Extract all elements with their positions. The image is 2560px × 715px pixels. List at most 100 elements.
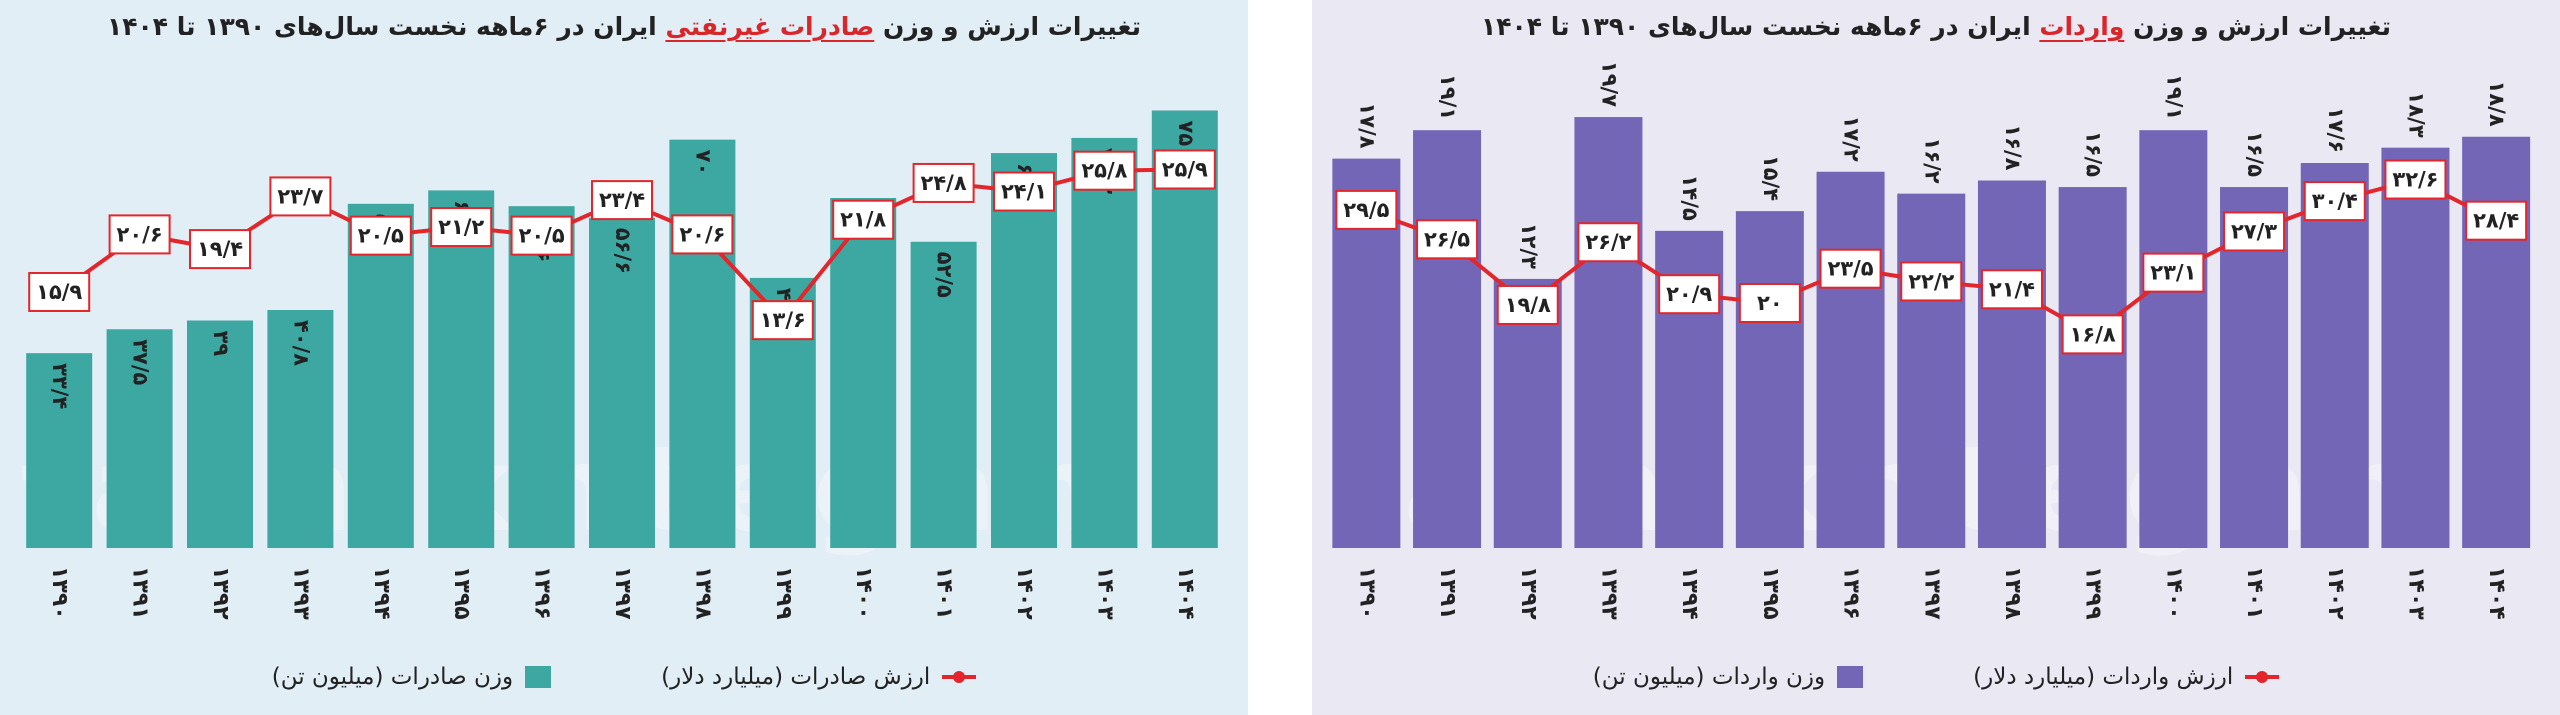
title-prefix: تغییرات ارزش و وزن — [883, 12, 1141, 41]
x-tick-label-7: ۱۳۹۷ — [1919, 566, 1944, 620]
bar-value-label-11: ۵۲/۵ — [933, 252, 957, 298]
line-value-label-0: ۲۹/۵ — [1343, 198, 1389, 222]
line-value-label-13: ۳۲/۶ — [2392, 168, 2438, 192]
bar-10 — [830, 198, 897, 548]
line-value-label-2: ۱۹/۴ — [197, 237, 243, 261]
line-value-label-13: ۲۵/۸ — [1081, 159, 1127, 183]
line-value-label-1: ۲۶/۵ — [1424, 227, 1470, 251]
bar-1 — [106, 329, 173, 548]
line-value-label-3: ۲۳/۷ — [277, 184, 323, 208]
line-value-label-0: ۱۵/۹ — [36, 280, 82, 304]
bar-value-label-1: ۳۷/۵ — [129, 339, 153, 385]
bar-value-label-2: ۳۹ — [209, 331, 233, 357]
x-tick-label-11: ۱۴۰۱ — [2242, 566, 2267, 620]
legend-line-label: ارزش واردات (میلیارد دلار) — [1973, 664, 2234, 690]
imports-chart-panel: تغییرات ارزش و وزن واردات ایران در ۶ماهه… — [1312, 0, 2560, 715]
x-tick-label-3: ۱۳۹۳ — [1596, 566, 1621, 620]
bar-5 — [1735, 211, 1804, 548]
x-tick-label-7: ۱۳۹۷ — [610, 566, 635, 620]
line-value-box-1 — [108, 214, 171, 255]
bar-12 — [2300, 163, 2369, 548]
line-value-label-4: ۲۰/۵ — [358, 224, 404, 248]
line-value-box-10 — [2142, 252, 2205, 293]
x-tick-label-2: ۱۳۹۲ — [1516, 566, 1541, 620]
line-value-box-12 — [2303, 181, 2366, 222]
x-tick-label-5: ۱۳۹۵ — [1758, 566, 1783, 620]
x-tick-label-14: ۱۴۰۴ — [1173, 566, 1198, 620]
legend-item-bar: وزن واردات (میلیون تن) — [1593, 664, 1864, 690]
line-value-box-8 — [1980, 269, 2043, 310]
line-value-box-12 — [993, 171, 1055, 212]
x-tick-label-8: ۱۳۹۸ — [2000, 566, 2025, 620]
bar-value-label-9: ۱۶/۵ — [2082, 131, 2106, 177]
bar-legend-swatch — [1837, 666, 1864, 688]
x-tick-label-4: ۱۳۹۴ — [369, 566, 394, 620]
legend-bar-label: وزن صادرات (میلیون تن) — [271, 664, 514, 690]
line-value-box-2 — [1496, 284, 1559, 325]
line-legend-marker — [2245, 666, 2280, 688]
bar-6 — [1816, 171, 1885, 548]
line-value-box-1 — [1416, 219, 1479, 260]
bar-11 — [910, 241, 977, 548]
bar-1 — [1413, 130, 1482, 548]
line-value-box-9 — [2061, 314, 2124, 355]
x-tick-label-13: ۱۴۰۳ — [1092, 566, 1117, 620]
legend-item-line: ارزش صادرات (میلیارد دلار) — [661, 664, 977, 690]
line-value-box-11 — [912, 162, 975, 203]
line-value-label-14: ۲۸/۴ — [2473, 209, 2519, 233]
line-value-box-5 — [1738, 283, 1801, 323]
bar-value-label-6: ۱۷/۲ — [1840, 116, 1864, 162]
line-value-box-13 — [1073, 150, 1136, 191]
line-value-box-10 — [832, 199, 895, 240]
chart-title: تغییرات ارزش و وزن واردات ایران در ۶ماهه… — [1312, 12, 2560, 41]
exports-chart-svg: farhikhtegan۳۳/۴۳۷/۵۳۹۴۰/۸۵۹۶۱/۳۵۸/۶۵۶/۶… — [20, 110, 1218, 620]
line-value-box-9 — [751, 300, 814, 341]
bar-value-label-13: ۱۸/۳ — [2404, 92, 2428, 138]
bar-4 — [347, 203, 414, 549]
bar-value-label-7: ۱۶/۲ — [1920, 138, 1944, 184]
line-value-label-10: ۲۱/۸ — [840, 208, 886, 232]
x-tick-label-9: ۱۳۹۹ — [771, 566, 796, 620]
line-value-box-0 — [28, 271, 91, 312]
bar-value-label-14: ۷۵ — [1174, 121, 1198, 147]
bar-legend-swatch — [525, 666, 552, 688]
line-value-box-6 — [510, 215, 573, 256]
x-tick-label-6: ۱۳۹۶ — [1839, 566, 1864, 620]
line-value-label-7: ۲۲/۲ — [1908, 269, 1954, 293]
bar-13 — [2381, 147, 2450, 548]
bar-3 — [267, 310, 334, 548]
line-value-label-7: ۲۳/۴ — [599, 188, 645, 212]
x-tick-label-0: ۱۳۹۰ — [47, 566, 72, 620]
bar-value-label-7: ۵۶/۶ — [611, 228, 635, 274]
legend-line-label: ارزش صادرات (میلیارد دلار) — [661, 664, 931, 690]
line-legend-marker — [942, 666, 977, 688]
line-value-box-11 — [2223, 211, 2286, 252]
x-tick-label-2: ۱۳۹۲ — [208, 566, 233, 620]
line-value-label-9: ۱۶/۸ — [2070, 322, 2116, 346]
bar-value-label-1: ۱۹/۱ — [1436, 74, 1460, 120]
title-highlight: صادرات غیرنفتی — [665, 12, 875, 41]
line-value-label-5: ۲۱/۲ — [438, 215, 484, 239]
bar-value-label-0: ۳۳/۴ — [48, 363, 72, 409]
bar-value-label-3: ۱۹/۷ — [1597, 61, 1621, 107]
x-tick-label-1: ۱۳۹۱ — [128, 566, 153, 620]
line-value-label-9: ۱۳/۶ — [760, 308, 806, 332]
title-highlight: واردات — [2039, 12, 2125, 41]
bar-9 — [2058, 187, 2127, 548]
line-value-label-10: ۲۳/۱ — [2150, 261, 2196, 285]
line-value-label-4: ۲۰/۹ — [1666, 282, 1712, 306]
chart-title: تغییرات ارزش و وزن صادرات غیرنفتی ایران … — [0, 12, 1248, 41]
line-value-label-1: ۲۰/۶ — [117, 222, 163, 246]
x-tick-label-8: ۱۳۹۸ — [690, 566, 715, 620]
line-value-box-3 — [269, 176, 332, 217]
line-value-box-5 — [430, 207, 493, 248]
bar-value-label-10: ۱۹/۱ — [2162, 74, 2186, 120]
line-value-box-0 — [1335, 189, 1398, 230]
line-value-label-6: ۲۰/۵ — [519, 224, 565, 248]
x-tick-label-13: ۱۴۰۳ — [2403, 566, 2428, 620]
bar-7 — [589, 217, 655, 549]
bar-value-label-3: ۴۰/۸ — [289, 320, 313, 366]
line-value-box-7 — [591, 180, 653, 221]
line-value-label-12: ۲۴/۱ — [1001, 180, 1047, 204]
x-tick-label-0: ۱۳۹۰ — [1354, 566, 1379, 620]
